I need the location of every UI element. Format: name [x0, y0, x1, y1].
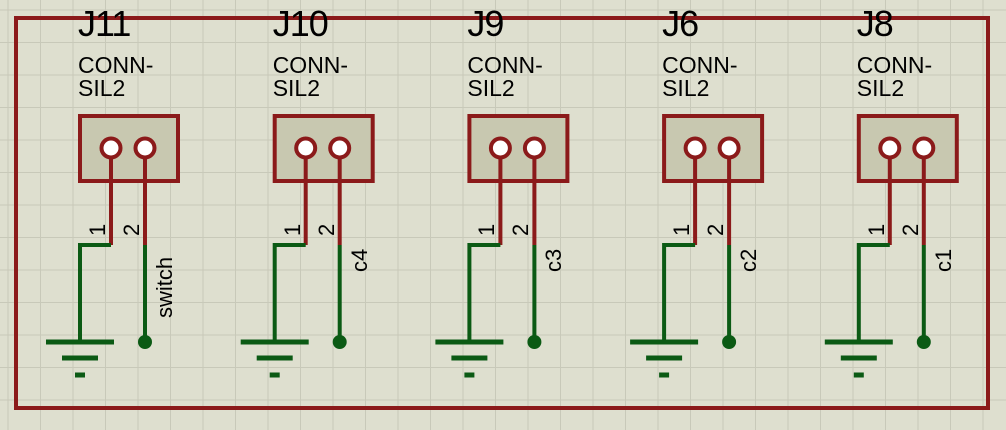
ground-wire — [272, 243, 306, 342]
ref-designator: J8 — [856, 3, 894, 44]
terminal-dot — [527, 335, 542, 349]
terminal-dot — [722, 335, 737, 349]
pin-2-socket — [328, 136, 352, 160]
ground-wire — [662, 243, 696, 342]
part-value: CONN-SIL2 — [662, 52, 738, 101]
pin-2-socket — [522, 136, 546, 160]
part-value: CONN-SIL2 — [467, 52, 543, 101]
connector-body — [78, 114, 180, 183]
terminal-dot — [332, 335, 347, 349]
ground-wire — [78, 243, 111, 342]
ref-designator: J6 — [662, 3, 699, 44]
ref-designator: J9 — [467, 3, 504, 44]
ground-wire — [467, 243, 501, 342]
connector-symbol — [630, 114, 765, 378]
pin-1-socket — [683, 136, 707, 160]
connector-symbol — [824, 114, 959, 378]
connector-body — [467, 114, 570, 183]
part-value: CONN-SIL2 — [856, 52, 933, 101]
pin-2-socket — [133, 136, 157, 160]
connector-symbol — [435, 114, 570, 378]
part-value: CONN-SIL2 — [272, 52, 349, 101]
terminal-dot — [138, 335, 152, 349]
ref-designator: J11 — [78, 3, 131, 44]
connector-body — [272, 114, 375, 183]
connector-symbol — [46, 114, 180, 378]
pin-1-socket — [488, 136, 512, 160]
pin-2-socket — [912, 136, 936, 160]
connector-body — [662, 114, 765, 183]
connector-body — [856, 114, 959, 183]
pin-1-socket — [99, 136, 123, 160]
pin-1-socket — [294, 136, 318, 160]
terminal-dot — [916, 335, 931, 349]
connector-symbol — [240, 114, 375, 378]
pin-2-socket — [717, 136, 741, 160]
ground-wire — [856, 243, 890, 342]
part-value: CONN-SIL2 — [78, 52, 154, 101]
pin-1-socket — [878, 136, 902, 160]
ref-designator: J10 — [272, 3, 329, 44]
